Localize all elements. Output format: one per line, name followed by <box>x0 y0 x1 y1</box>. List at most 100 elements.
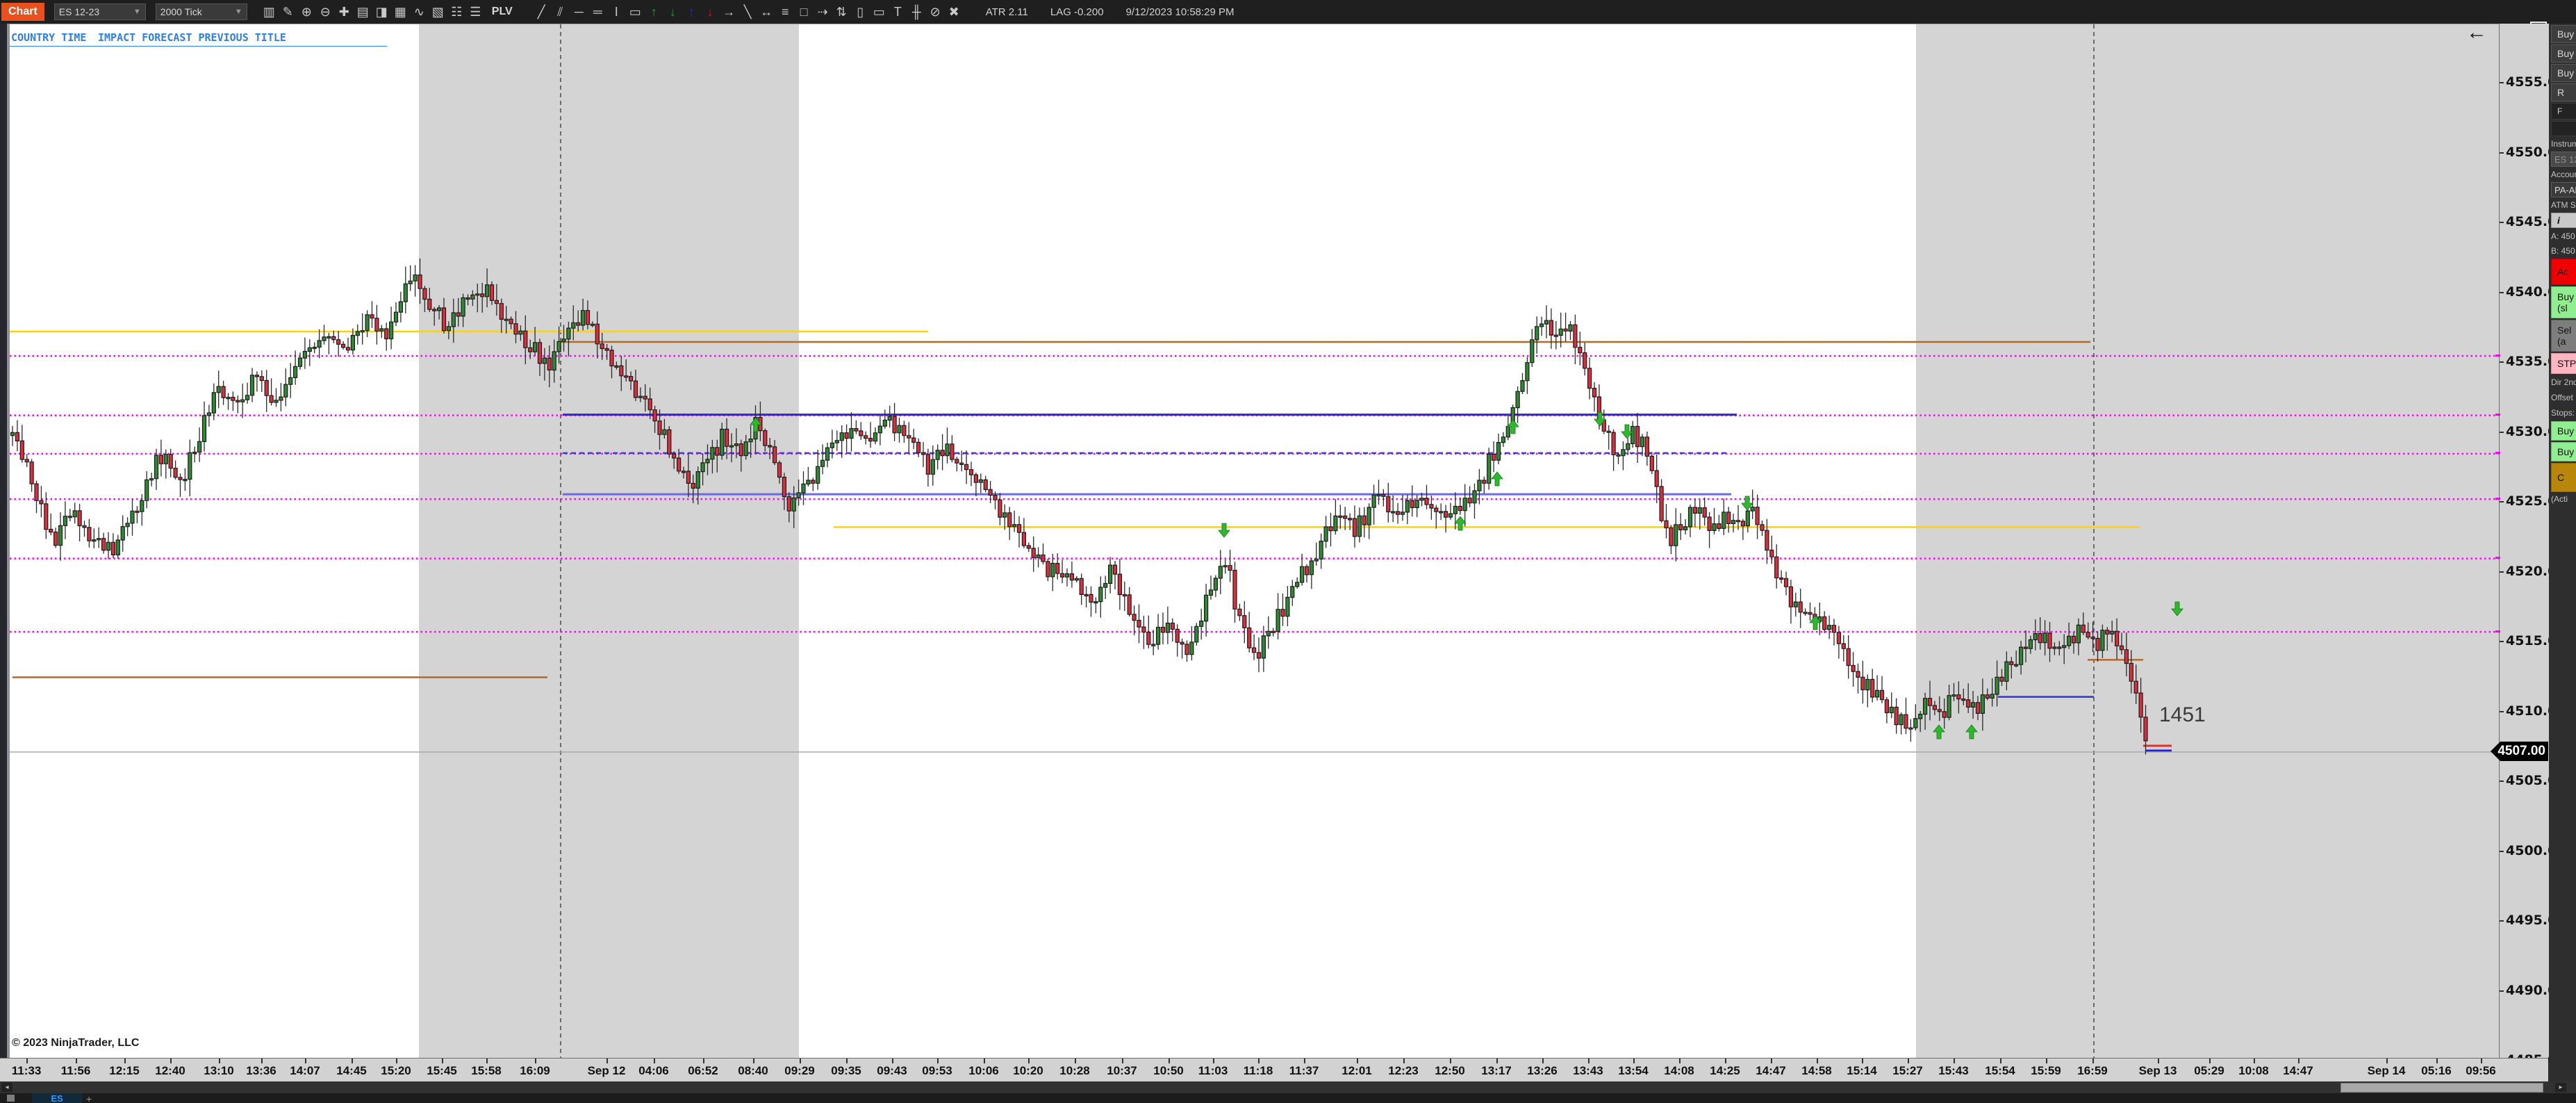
hide-drawings-icon[interactable]: ⊘ <box>930 4 941 19</box>
trade-panel-pa-ap[interactable]: PA-AP <box>2551 182 2576 197</box>
level-price-tick <box>2495 452 2500 455</box>
time-tick <box>442 1059 443 1063</box>
time-label: 12:40 <box>155 1064 185 1077</box>
chart-tab-bar: ES + <box>0 1093 2576 1103</box>
text-cursor-icon[interactable]: I <box>614 4 618 19</box>
arrow-down-green-icon[interactable]: ↓ <box>669 4 676 19</box>
crosshair-icon[interactable]: ✚ <box>338 4 349 19</box>
trade-panel-i-button[interactable]: i <box>2551 213 2576 228</box>
buy-signal-arrow-icon <box>1491 471 1503 487</box>
trade-panel-stp-button[interactable]: STP <box>2551 353 2576 374</box>
time-tick <box>2092 1059 2094 1063</box>
trade-panel-offset: Offset <box>2551 393 2573 402</box>
trade-panel-sel-button[interactable]: Sel (a <box>2551 320 2576 352</box>
time-tick <box>1908 1059 1909 1063</box>
trade-panel-buy-b-button[interactable]: Buy B <box>2551 442 2576 461</box>
time-label: 15:58 <box>471 1064 502 1077</box>
time-tick <box>170 1059 172 1063</box>
chart-style-icon[interactable]: ▥ <box>263 4 275 19</box>
line-tool-icon[interactable]: ╱ <box>537 4 545 19</box>
indicators-icon[interactable]: ▦ <box>394 4 406 19</box>
time-tick <box>984 1059 985 1063</box>
checklist-icon[interactable]: ☷ <box>451 4 463 19</box>
arrow-leftright-icon[interactable]: ↔ <box>760 4 773 19</box>
chart-menu-button[interactable]: Chart <box>1 3 44 21</box>
time-label: 15:27 <box>1892 1064 1923 1077</box>
plv-tool-button[interactable]: PLV <box>491 6 513 17</box>
trend-line-icon[interactable]: ╲ <box>743 4 752 19</box>
trade-panel-buy-button[interactable]: Buy <box>2551 25 2576 43</box>
vertical-region-icon[interactable]: ▯ <box>857 4 864 19</box>
time-label: 10:06 <box>968 1064 999 1077</box>
time-tick <box>305 1059 306 1063</box>
trash-icon[interactable]: ✖ <box>948 4 959 19</box>
price-tick <box>2500 152 2504 154</box>
interval-selector[interactable]: 2000 Tick ▼ <box>155 3 247 20</box>
candlestick-chart-plot[interactable] <box>10 24 2499 1059</box>
arrow-down-red-icon[interactable]: ↓ <box>707 4 713 19</box>
time-axis[interactable]: 11:33 11:56 12:15 12:40 13:10 13:36 14:07 14:45… <box>0 1058 2548 1082</box>
time-label: 11:33 <box>11 1064 42 1077</box>
trade-panel-instrum: Instrum <box>2551 139 2576 149</box>
strategies-icon[interactable]: ▧ <box>431 4 444 19</box>
horizontal-line-icon[interactable]: ─ <box>574 4 584 19</box>
data-series-icon[interactable]: ▤ <box>356 4 369 19</box>
parallel-lines-icon[interactable]: ⫽ <box>557 4 563 19</box>
trade-panel-c-button[interactable]: C <box>2551 463 2576 492</box>
tab-bar-grip[interactable] <box>7 1095 15 1102</box>
trade-panel-buy-button[interactable]: Buy (sl <box>2551 286 2576 318</box>
buy-signal-arrow-icon <box>750 417 762 432</box>
price-tick <box>2500 920 2504 922</box>
arrow-up-green-icon[interactable]: ↑ <box>650 4 657 19</box>
zoom-out-icon[interactable]: ⊖ <box>320 4 331 19</box>
updown-arrows-icon[interactable]: ⇅ <box>836 4 847 19</box>
menu-lines-icon[interactable]: ≡ <box>781 4 789 19</box>
trade-panel-ac-button[interactable]: Ac <box>2551 259 2576 285</box>
horizontal-region-icon[interactable]: ▭ <box>873 4 885 19</box>
rectangle-icon[interactable]: □ <box>800 4 808 19</box>
scroll-back-arrow-icon[interactable]: ← <box>2466 21 2487 44</box>
chart-trader-panel-icon[interactable]: ◨ <box>375 4 388 19</box>
instrument-selector[interactable]: ES 12-23 ▼ <box>53 3 146 20</box>
dashed-arrow-icon[interactable]: ⇢ <box>817 4 828 19</box>
pencil-draw-icon[interactable]: ✎ <box>282 4 293 19</box>
scroll-right-button[interactable]: ▸ <box>2555 1083 2566 1092</box>
bar-marker-icon[interactable]: ╫ <box>911 4 921 19</box>
zoom-in-icon[interactable]: ⊕ <box>301 4 312 19</box>
trade-panel-buy-button[interactable]: Buy <box>2551 44 2576 63</box>
scrollbar-thumb[interactable] <box>2340 1083 2543 1093</box>
time-tick <box>703 1059 704 1063</box>
ruler-icon[interactable]: ▭ <box>629 4 641 19</box>
arrow-right-icon[interactable]: → <box>723 4 736 19</box>
double-horizontal-line-icon[interactable]: ═ <box>593 4 602 19</box>
window-left-edge <box>0 24 7 1081</box>
instrument-selector-value: ES 12-23 <box>58 6 100 17</box>
time-tick <box>1954 1059 1955 1063</box>
time-tick <box>2209 1059 2211 1063</box>
trade-panel-a-450: A: 450 <box>2551 231 2575 241</box>
time-tick <box>2436 1059 2438 1063</box>
horizontal-scrollbar[interactable]: ◂ ▸ <box>0 1081 2576 1093</box>
time-label: 11:37 <box>1289 1064 1319 1077</box>
time-tick <box>2386 1059 2388 1063</box>
trade-panel-buy-a-button[interactable]: Buy A <box>2551 421 2576 441</box>
bullet-list-icon[interactable]: ☰ <box>470 4 481 19</box>
add-tab-button[interactable]: + <box>86 1093 92 1103</box>
scroll-left-button[interactable]: ◂ <box>1 1083 13 1092</box>
text-tool-icon[interactable]: T <box>893 4 902 19</box>
buy-signal-arrow-icon <box>1965 724 1978 740</box>
trade-panel-buy-button[interactable]: Buy <box>2551 64 2576 82</box>
trade-panel-es-12[interactable]: ES 12 <box>2551 152 2576 167</box>
zigzag-line-icon[interactable]: ∿ <box>413 4 424 19</box>
news-indicator-underline <box>10 46 387 47</box>
time-label: 13:36 <box>246 1064 276 1077</box>
price-axis[interactable]: 4555.00 4550.00 4545.00 4540.00 4535.00 4530.… <box>2495 24 2566 1068</box>
arrow-up-blue-icon[interactable]: ↑ <box>688 4 695 19</box>
trade-panel-b-450: B: 450 <box>2551 245 2575 256</box>
trade-panel-r-button[interactable]: R <box>2551 83 2576 101</box>
time-label: 09:53 <box>922 1064 952 1077</box>
price-tick <box>2500 222 2504 224</box>
tab-es[interactable]: ES <box>32 1093 82 1103</box>
time-label: 14:58 <box>1801 1064 1832 1077</box>
bullish-candles <box>10 275 2115 730</box>
